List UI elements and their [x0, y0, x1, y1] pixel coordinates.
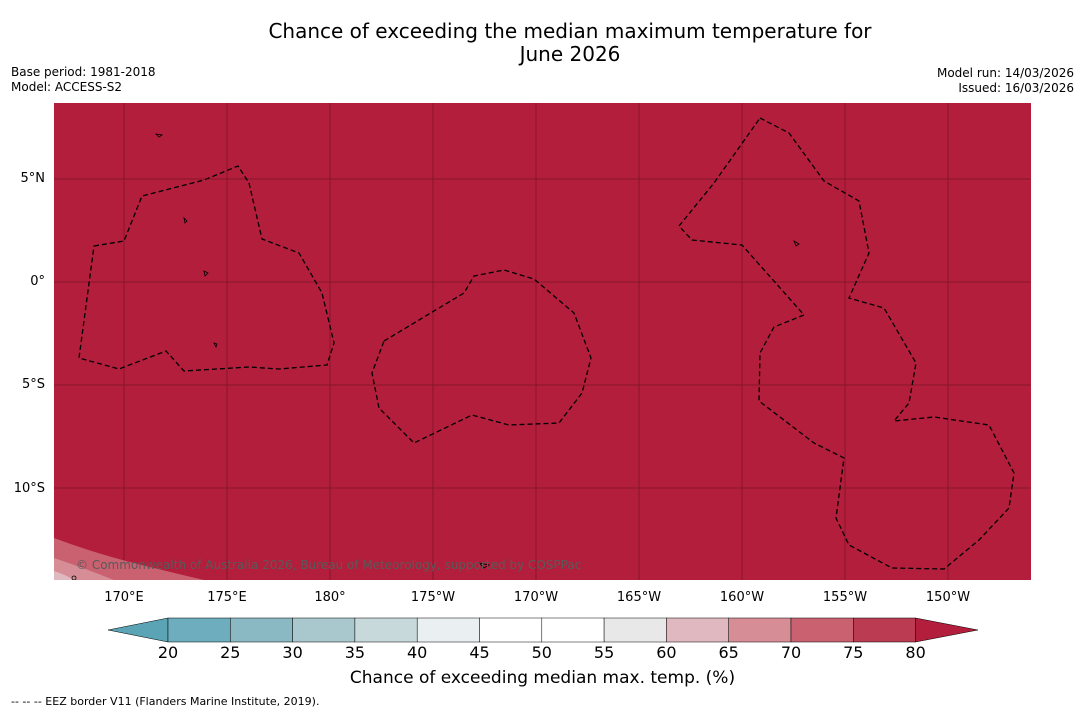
lat-label-5s: 5°S [21, 377, 45, 392]
model-name: Model: ACCESS-S2 [11, 80, 123, 94]
colorbar-tick-label: 80 [905, 643, 926, 662]
lon-label-155w: 155°W [822, 590, 868, 605]
colorbar-segment [666, 617, 729, 643]
lower-anomaly-area-core [54, 571, 74, 580]
colorbar-tick-label: 20 [157, 643, 179, 662]
colorbar-segment [853, 617, 916, 643]
lon-label-180: 180° [314, 590, 346, 605]
gridlines [54, 103, 1031, 580]
colorbar-segment [790, 617, 854, 643]
colorbar-extend-high [915, 617, 979, 643]
meta-right: Model run: 14/03/2026 Issued: 16/03/2026 [937, 66, 1074, 96]
map-title: Chance of exceeding the median maximum t… [0, 20, 1085, 66]
eez-footnote: -- -- -- EEZ border V11 (Flanders Marine… [11, 695, 320, 708]
colorbar-label: Chance of exceeding median max. temp. (%… [349, 668, 736, 688]
colorbar-segment [541, 617, 605, 643]
lon-label-170e: 170°E [104, 590, 144, 605]
lower-anomaly-area [54, 538, 204, 580]
meta-left: Base period: 1981-2018 Model: ACCESS-S2 [11, 65, 156, 95]
colorbar-tick-label: 55 [593, 643, 615, 662]
colorbar-tick-label: 45 [469, 643, 490, 662]
colorbar-tick-label: 60 [656, 643, 677, 662]
colorbar-segment [479, 617, 543, 643]
lat-label-10s: 10°S [13, 481, 45, 496]
colorbar-segment [603, 617, 667, 643]
colorbar-tick-label: 50 [531, 643, 552, 662]
colorbar-tick-label: 25 [220, 643, 241, 662]
colorbar-tick-label: 65 [718, 643, 739, 662]
colorbar-segment [354, 617, 418, 643]
eez-kiribati-line [678, 117, 1015, 570]
colorbar-tick-label: 40 [407, 643, 428, 662]
colorbar-segment [292, 617, 356, 643]
colorbar-segment [728, 617, 792, 643]
colorbar-segment [416, 617, 480, 643]
islands [71, 133, 800, 580]
title-line-1: Chance of exceeding the median maximum t… [268, 19, 872, 43]
lon-label-175e: 175°E [207, 590, 247, 605]
colorbar-tick-label: 35 [344, 643, 366, 662]
lat-label-5n: 5°N [20, 171, 46, 186]
colorbar-tick-label: 75 [843, 643, 864, 662]
eez-kiribati-gilbert [78, 165, 335, 372]
map-background [54, 103, 1031, 580]
colorbar-tick-label: 70 [780, 643, 802, 662]
base-period: Base period: 1981-2018 [11, 65, 156, 79]
lon-label-175w: 175°W [410, 590, 456, 605]
lower-anomaly-area-inner [54, 558, 114, 580]
colorbar [107, 617, 979, 643]
lon-label-165w: 165°W [616, 590, 662, 605]
colorbar-segment [167, 617, 231, 643]
model-run: Model run: 14/03/2026 [936, 66, 1074, 80]
colorbar-tick-label: 30 [282, 643, 303, 662]
colorbar-segment [230, 617, 293, 643]
lon-label-170w: 170°W [513, 590, 559, 605]
lat-label-0: 0° [30, 274, 45, 289]
eez-borders [78, 117, 1015, 570]
title-line-2: June 2026 [519, 42, 621, 66]
lon-label-160w: 160°W [719, 590, 765, 605]
issued-date: Issued: 16/03/2026 [958, 81, 1074, 95]
map-panel[interactable]: © Commonwealth of Australia 2026, Bureau… [54, 103, 1031, 580]
copyright-notice: © Commonwealth of Australia 2026, Bureau… [76, 558, 581, 572]
lon-label-150w: 150°W [925, 590, 971, 605]
colorbar-extend-low [107, 617, 169, 643]
